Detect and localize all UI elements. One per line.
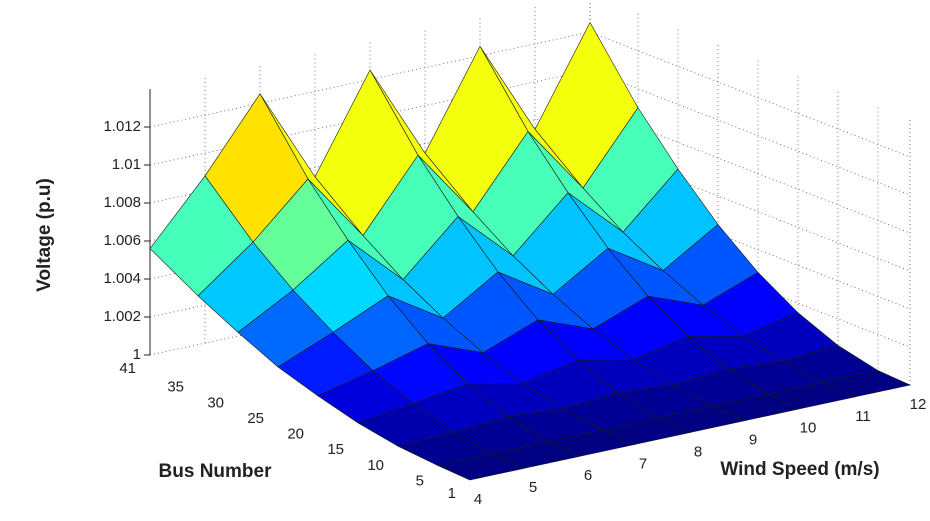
x-tick-label: 9: [749, 432, 757, 449]
y-tick-label: 41: [119, 360, 136, 377]
y-tick-label: 5: [416, 472, 424, 489]
x-tick-label: 5: [529, 479, 537, 496]
z-axis-label: Voltage (p.u): [34, 178, 55, 292]
z-tick-label: 1.004: [103, 270, 141, 287]
y-tick-label: 30: [207, 394, 224, 411]
y-tick-label: 10: [367, 457, 384, 474]
x-tick-label: 8: [694, 443, 702, 460]
y-axis-label: Bus Number: [159, 461, 273, 482]
z-tick-label: 1.012: [103, 118, 141, 135]
x-tick-label: 11: [855, 408, 871, 425]
y-tick-label: 15: [327, 441, 344, 458]
z-tick-label: 1.008: [103, 194, 141, 211]
y-tick-label: 20: [287, 426, 304, 443]
x-tick-label: 4: [474, 491, 482, 508]
y-tick-label: 35: [167, 379, 184, 396]
z-tick-label: 1.01: [112, 156, 141, 173]
z-tick-label: 1.002: [103, 308, 141, 325]
x-tick-label: 6: [584, 467, 592, 484]
x-tick-label: 7: [639, 455, 647, 472]
y-tick-label: 1: [448, 485, 456, 502]
surface-patch: [437, 453, 526, 481]
z-tick-label: 1.006: [103, 232, 141, 249]
x-tick-label: 10: [800, 420, 817, 437]
x-tick-label: 12: [910, 396, 927, 413]
z-tick-label: 1: [133, 346, 141, 363]
x-axis-label: Wind Speed (m/s): [720, 459, 879, 480]
y-tick-label: 25: [247, 410, 264, 427]
